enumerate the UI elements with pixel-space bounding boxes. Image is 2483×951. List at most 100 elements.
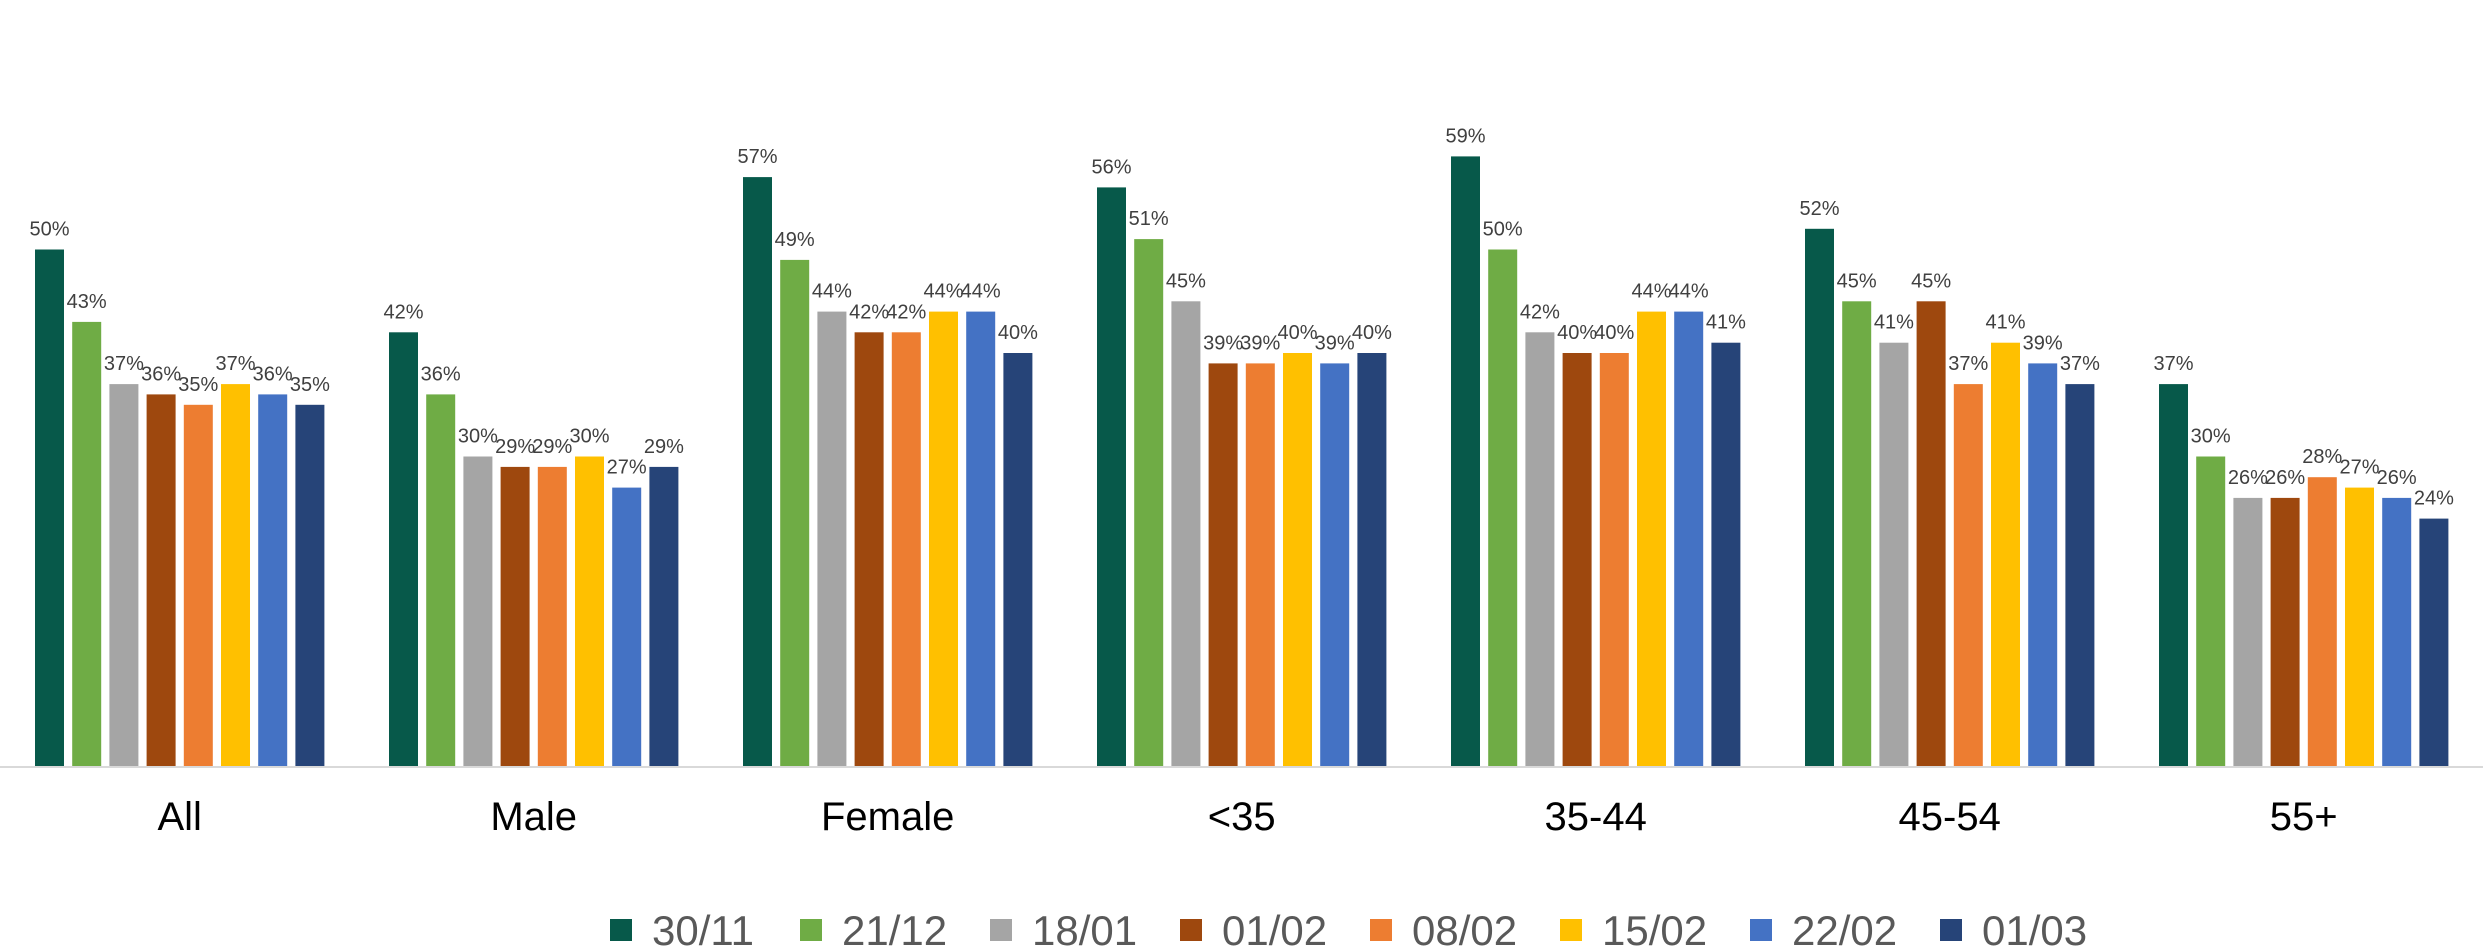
bar [2270, 497, 2300, 767]
bar [258, 394, 288, 767]
data-label: 26% [2265, 467, 2305, 489]
bar [1357, 353, 1387, 767]
data-label: 44% [812, 281, 852, 303]
data-label: 40% [1277, 322, 1317, 344]
data-label: 42% [886, 301, 926, 323]
bar [2345, 487, 2374, 767]
data-label: 41% [1874, 312, 1914, 334]
legend-swatch [1370, 919, 1392, 941]
data-label: 40% [1557, 322, 1597, 344]
category-label: Male [490, 795, 577, 839]
data-label: 51% [1129, 208, 1169, 230]
legend-swatch [800, 919, 822, 941]
data-labels-layer: 50%43%37%36%35%37%36%35%42%36%30%29%29%3… [29, 125, 2454, 509]
data-label: 42% [849, 301, 889, 323]
data-label: 49% [775, 229, 815, 251]
data-label: 35% [178, 374, 218, 396]
bar [1525, 332, 1555, 767]
data-label: 29% [495, 436, 535, 458]
category-label: 55+ [2270, 795, 2338, 839]
category-label: All [157, 795, 201, 839]
data-label: 41% [1985, 312, 2025, 334]
bar [537, 466, 567, 767]
bar [1488, 249, 1518, 767]
bar [2065, 384, 2095, 767]
bar [1283, 353, 1312, 767]
bar [72, 321, 102, 767]
data-label: 59% [1445, 125, 1485, 147]
data-label: 37% [104, 353, 144, 375]
category-label: Female [821, 795, 954, 839]
bar [1599, 353, 1629, 767]
data-label: 36% [253, 363, 293, 385]
bars-layer [35, 156, 2449, 768]
data-label: 39% [1203, 332, 1243, 354]
bar [221, 384, 250, 767]
data-label: 37% [2153, 353, 2193, 375]
bar [2233, 497, 2263, 767]
category-labels-layer: All Male Female <35 35-44 45-54 55+ [157, 795, 2337, 839]
legend-label: 22/02 [1792, 907, 1897, 951]
data-label: 30% [458, 426, 498, 448]
data-label: 45% [1911, 270, 1951, 292]
legend-swatch [1560, 919, 1582, 941]
bar [295, 404, 325, 768]
data-label: 50% [29, 219, 69, 241]
data-label: 57% [737, 146, 777, 168]
data-label: 37% [2060, 353, 2100, 375]
bar [1637, 311, 1666, 767]
data-label: 36% [141, 363, 181, 385]
data-label: 44% [1631, 281, 1671, 303]
legend-swatch [990, 919, 1012, 941]
category-label: <35 [1208, 795, 1276, 839]
data-label: 45% [1166, 270, 1206, 292]
data-label: 26% [2377, 467, 2417, 489]
legend-swatch [1940, 919, 1962, 941]
bar [183, 404, 213, 768]
data-label: 42% [1520, 301, 1560, 323]
legend-label: 15/02 [1602, 907, 1707, 951]
bar [2028, 363, 2058, 767]
bar [1842, 301, 1872, 768]
data-label: 35% [290, 374, 330, 396]
bar [929, 311, 958, 767]
data-label: 39% [1240, 332, 1280, 354]
legend-swatch [610, 919, 632, 941]
data-label: 52% [1799, 198, 1839, 220]
bar [1003, 353, 1033, 767]
data-label: 29% [532, 436, 572, 458]
bar [2159, 384, 2188, 767]
bar [1674, 311, 1704, 767]
data-label: 40% [1594, 322, 1634, 344]
data-label: 56% [1091, 156, 1131, 178]
data-label: 27% [2339, 457, 2379, 479]
data-label: 45% [1837, 270, 1877, 292]
bar [1562, 353, 1592, 767]
bar [891, 332, 921, 767]
data-label: 40% [1352, 322, 1392, 344]
bar [1711, 342, 1741, 767]
data-label: 28% [2302, 446, 2342, 468]
bar [743, 177, 772, 768]
bar [2419, 518, 2449, 767]
bar [1245, 363, 1275, 767]
bar [463, 456, 493, 767]
data-label: 27% [607, 457, 647, 479]
category-label: 35-44 [1545, 795, 1647, 839]
bar [35, 249, 64, 767]
bar [1953, 384, 1983, 767]
data-label: 43% [67, 291, 107, 313]
bar [146, 394, 176, 767]
data-label: 26% [2228, 467, 2268, 489]
data-label: 50% [1483, 219, 1523, 241]
bar [2196, 456, 2226, 767]
bar [1208, 363, 1238, 767]
bar [500, 466, 530, 767]
bar [2307, 477, 2337, 767]
bar [1879, 342, 1909, 767]
bar [1097, 187, 1126, 767]
data-label: 24% [2414, 488, 2454, 510]
legend-label: 30/11 [652, 907, 754, 951]
bar [1451, 156, 1480, 767]
